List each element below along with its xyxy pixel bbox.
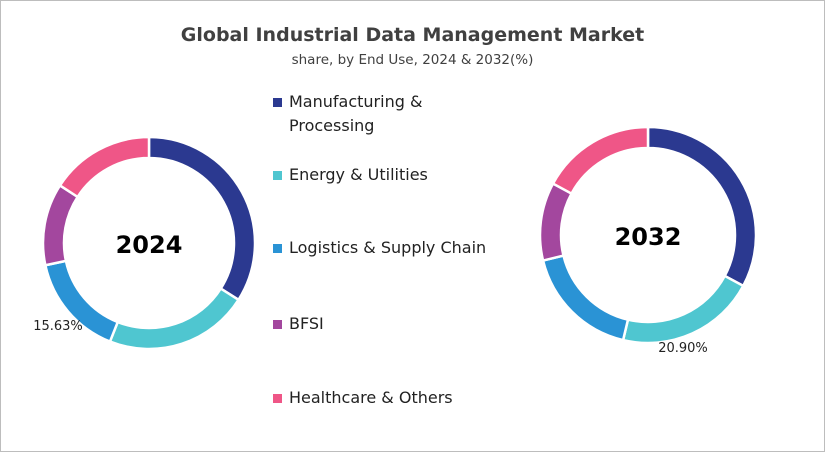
donut-slice-2024-0 [147,135,257,302]
data-label: 15.63% [33,319,83,334]
legend-swatch [273,244,282,253]
donut-slice-2032-4 [551,125,650,196]
chart-subtitle: share, by End Use, 2024 & 2032(%) [291,52,534,68]
donut-slice-2024-3 [41,183,80,267]
donut-slice-2032-1 [621,274,745,345]
donut-slice-2032-2 [541,254,630,342]
donut-center-label: 2032 [615,223,682,251]
donut-slice-2032-0 [646,125,758,288]
legend-swatch [273,320,282,329]
legend-swatch [273,171,282,180]
data-label: 20.90% [658,341,708,356]
donut-slice-2024-4 [58,135,151,199]
chart-title: Global Industrial Data Management Market [180,24,645,46]
legend-swatch [273,98,282,107]
donut-center-label: 2024 [116,231,183,259]
donut-slice-2024-1 [108,286,241,351]
legend-swatch [273,394,282,403]
donut-slice-2032-3 [538,181,574,263]
